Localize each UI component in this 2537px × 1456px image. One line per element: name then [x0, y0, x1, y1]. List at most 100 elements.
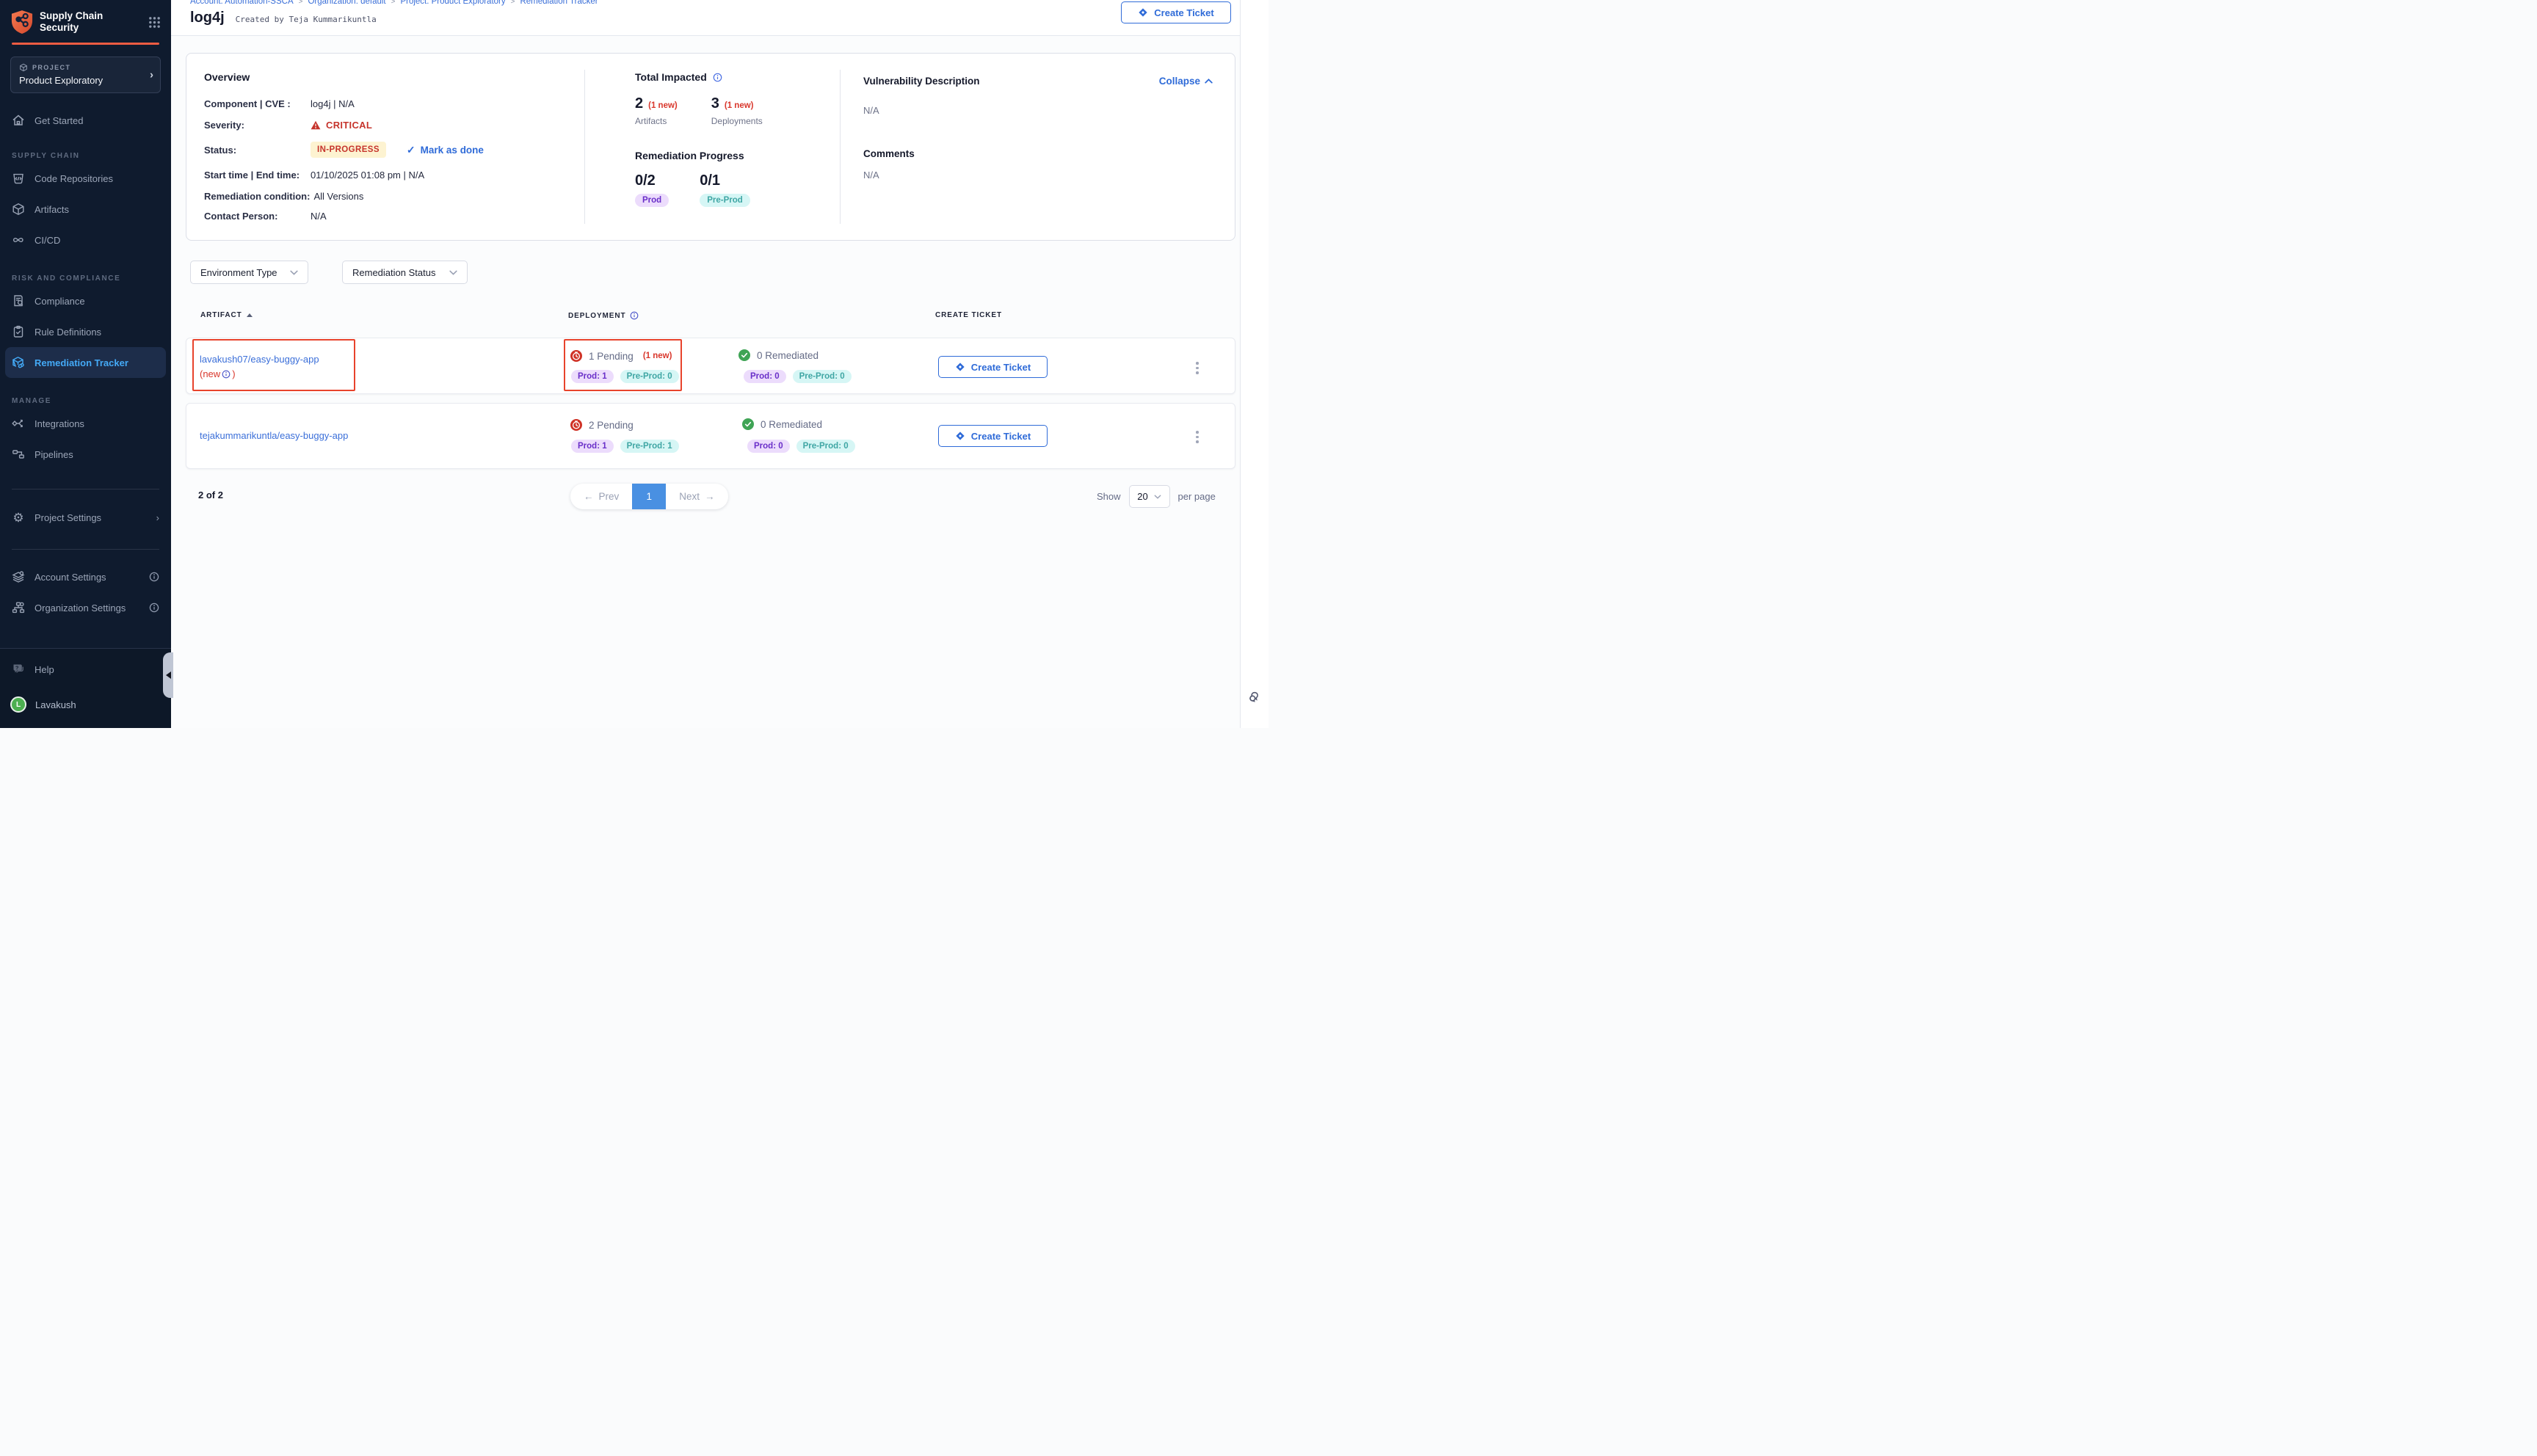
page-header: Account: Automation-SSCA > Organization: d… [171, 0, 1240, 36]
contact-label: Contact Person: [204, 211, 278, 222]
sidebar-item-label: CI/CD [35, 234, 61, 246]
sidebar-item-integrations[interactable]: Integrations [0, 408, 171, 439]
remediated-count: 0 Remediated [757, 349, 819, 361]
preprod-badge: Pre-Prod: 0 [796, 440, 855, 453]
artifacts-stat-label: Artifacts [635, 116, 667, 126]
deployments-new-badge: (1 new) [724, 101, 754, 110]
artifact-link[interactable]: tejakummarikuntla/easy-buggy-app [200, 430, 349, 441]
sidebar-item-get-started[interactable]: Get Started [0, 105, 171, 136]
app-logo: Supply Chain Security [0, 0, 171, 34]
remediated-status: 0 Remediated [742, 418, 822, 430]
sidebar-footer: ? Help L Lavakush [0, 648, 171, 728]
avatar: L [10, 696, 26, 713]
remediation-tracker-icon [12, 356, 25, 369]
sidebar-item-remediation-tracker[interactable]: Remediation Tracker [5, 347, 166, 378]
pending-status: 1 Pending (1 new) [570, 350, 672, 362]
column-header-deployment: DEPLOYMENT [568, 311, 639, 320]
panel-divider [840, 70, 841, 224]
clipboard-check-icon [12, 325, 25, 338]
artifact-link[interactable]: lavakush07/easy-buggy-app [200, 354, 319, 365]
project-selector[interactable]: PROJECT Product Exploratory › [10, 57, 161, 93]
info-icon[interactable] [713, 73, 722, 82]
comments-value: N/A [863, 170, 879, 181]
sidebar-item-label: Remediation Tracker [35, 357, 128, 368]
chat-support-icon[interactable] [1246, 688, 1264, 705]
status-label: Status: [204, 144, 237, 156]
integrations-icon [12, 417, 25, 430]
code-repositories-icon [12, 172, 25, 185]
row-menu-kebab-icon[interactable] [1192, 358, 1202, 378]
breadcrumb-organization[interactable]: Organization: default [308, 0, 386, 6]
sidebar-item-label: Compliance [35, 295, 85, 307]
app-grid-icon[interactable] [148, 16, 161, 29]
user-name: Lavakush [35, 699, 76, 710]
sidebar-item-label: Code Repositories [35, 172, 113, 184]
arrow-left-icon: ← [584, 491, 594, 502]
sidebar-item-rule-definitions[interactable]: Rule Definitions [0, 316, 171, 347]
per-page-select[interactable]: 20 [1128, 485, 1170, 508]
page-number-button[interactable]: 1 [632, 484, 667, 509]
next-page-button[interactable]: Next → [679, 491, 715, 502]
condition-value: All Versions [313, 191, 364, 202]
prod-badge: Prod: 1 [571, 440, 614, 453]
comments-heading: Comments [863, 148, 915, 159]
contact-value: N/A [311, 211, 327, 222]
pipelines-icon [12, 448, 25, 461]
sidebar-item-cicd[interactable]: CI/CD [0, 225, 171, 255]
overview-panel: Overview Component | CVE : log4j | N/A S… [186, 53, 1235, 241]
preprod-progress-value: 0/1 [700, 172, 721, 189]
column-header-artifact[interactable]: ARTIFACT [200, 311, 253, 319]
per-page-control: Show 20 per page [1097, 484, 1216, 509]
sidebar-item-project-settings[interactable]: ⚙ Project Settings › [0, 502, 171, 533]
row-menu-kebab-icon[interactable] [1192, 427, 1202, 447]
table-filters: Environment Type Remediation Status [190, 261, 468, 284]
warning-triangle-icon [311, 120, 321, 130]
info-icon[interactable] [630, 311, 639, 320]
help-button[interactable]: ? Help [0, 658, 171, 680]
table-header: ARTIFACT DEPLOYMENT CREATE TICKET [186, 311, 1225, 323]
create-ticket-button[interactable]: Create Ticket [1121, 1, 1231, 23]
collapse-button[interactable]: Collapse [1159, 76, 1213, 87]
sidebar-item-label: Organization Settings [35, 602, 126, 614]
project-cube-icon [19, 63, 28, 72]
sidebar-item-compliance[interactable]: Compliance [0, 285, 171, 316]
section-manage: MANAGE [12, 396, 52, 405]
user-menu[interactable]: L Lavakush [0, 696, 171, 713]
show-label: Show [1097, 491, 1121, 502]
sidebar-item-code-repositories[interactable]: Code Repositories [0, 163, 171, 194]
remediation-status-filter[interactable]: Remediation Status [342, 261, 468, 284]
remediated-check-icon [738, 349, 750, 361]
app-title: Supply Chain Security [40, 10, 104, 33]
time-value: 01/10/2025 01:08 pm | N/A [311, 170, 425, 181]
pending-new-badge: (1 new) [642, 352, 672, 360]
sidebar-collapse-handle[interactable] [163, 652, 173, 698]
chevron-up-icon [1205, 79, 1213, 84]
sidebar-item-account-settings[interactable]: Account Settings [0, 561, 171, 592]
gear-icon: ⚙ [12, 510, 24, 525]
sidebar-item-pipelines[interactable]: Pipelines [0, 439, 171, 470]
prev-page-button[interactable]: ← Prev [584, 491, 620, 502]
remediation-progress-heading: Remediation Progress [635, 150, 744, 161]
create-ticket-button[interactable]: Create Ticket [938, 425, 1048, 447]
sidebar-item-label: Account Settings [35, 571, 106, 583]
pending-count: 1 Pending [589, 350, 634, 362]
panel-divider [584, 70, 585, 224]
breadcrumb-project[interactable]: Project: Product Exploratory [400, 0, 506, 6]
breadcrumb-account[interactable]: Account: Automation-SSCA [190, 0, 294, 6]
artifact-new-indicator: (new ) [200, 368, 236, 379]
environment-type-filter[interactable]: Environment Type [190, 261, 308, 284]
sidebar-item-artifacts[interactable]: Artifacts [0, 194, 171, 225]
info-icon[interactable] [149, 572, 159, 582]
sidebar-item-organization-settings[interactable]: Organization Settings [0, 592, 171, 623]
table-row: tejakummarikuntla/easy-buggy-app 2 Pendi… [186, 403, 1235, 469]
create-ticket-button[interactable]: Create Ticket [938, 356, 1048, 378]
chevron-right-icon: › [150, 68, 153, 81]
mark-as-done-button[interactable]: ✓ Mark as done [406, 143, 484, 156]
breadcrumb-current[interactable]: Remediation Tracker [520, 0, 598, 6]
chevron-down-icon [1154, 495, 1161, 499]
severity-label: Severity: [204, 120, 244, 131]
preprod-badge: Pre-Prod [700, 194, 750, 207]
info-icon[interactable] [222, 370, 231, 379]
pending-status: 2 Pending [570, 419, 634, 431]
info-icon[interactable] [149, 603, 159, 613]
